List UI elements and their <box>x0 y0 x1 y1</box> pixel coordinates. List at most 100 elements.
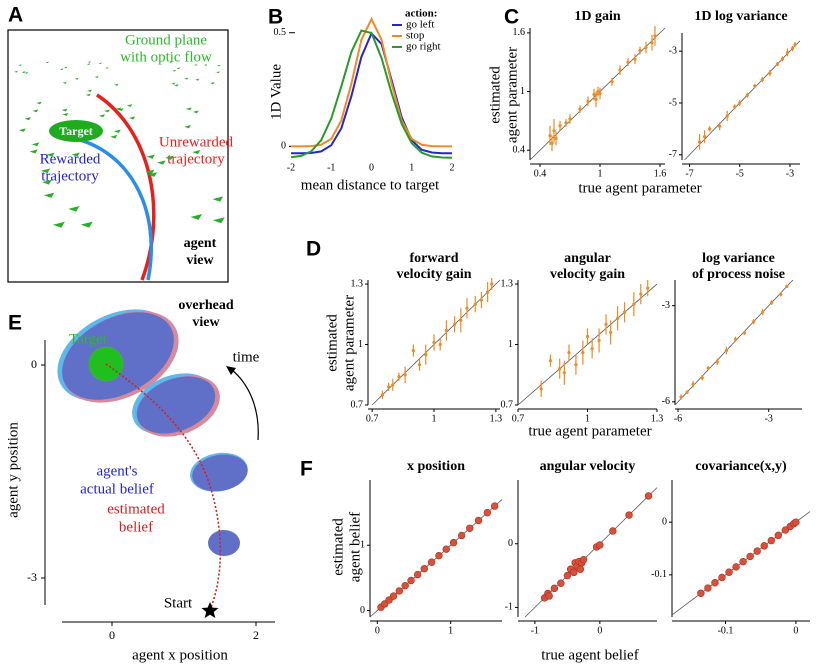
point <box>594 97 598 101</box>
panel-label: D <box>306 238 321 261</box>
point <box>586 99 590 103</box>
panel-label: B <box>268 6 283 29</box>
point <box>568 117 572 121</box>
point <box>554 136 558 141</box>
y-tick-label: -7 <box>669 149 677 160</box>
point <box>597 338 601 343</box>
point <box>567 350 571 355</box>
point <box>622 310 627 314</box>
point <box>411 348 415 353</box>
y-tick-label: 1 <box>520 86 525 97</box>
belief-ellipse <box>190 452 248 492</box>
point <box>697 589 705 597</box>
point <box>449 538 458 547</box>
x-tick-label: 0.4 <box>534 168 547 179</box>
point <box>638 48 642 53</box>
point <box>706 366 710 370</box>
flow-mark <box>216 71 220 74</box>
point <box>711 579 719 587</box>
point <box>604 322 608 326</box>
view-label: view <box>192 315 220 330</box>
flow-mark <box>172 69 177 72</box>
flow-mark <box>87 61 91 63</box>
point <box>753 547 761 555</box>
flow-mark <box>85 93 91 97</box>
point <box>420 565 428 573</box>
x-tick-label: -7 <box>685 168 693 179</box>
unrewarded-label: Unrewarded <box>159 134 234 150</box>
point <box>774 531 783 540</box>
point <box>639 292 643 296</box>
target <box>49 120 103 142</box>
point <box>417 363 422 367</box>
x-tick-label: 1 <box>585 413 590 424</box>
flow-mark <box>98 62 102 65</box>
point <box>550 584 559 593</box>
panel-label: A <box>8 4 23 27</box>
point <box>558 124 562 128</box>
flow-mark <box>24 117 31 121</box>
point <box>653 34 657 38</box>
flow-mark <box>18 128 26 132</box>
view-frame <box>7 29 229 283</box>
y-axis-label: agent parameter <box>504 47 520 143</box>
point <box>466 524 474 532</box>
point <box>632 302 636 306</box>
x-tick-label: -5 <box>736 168 744 179</box>
legend-label: stop <box>406 30 425 42</box>
chart-title: velocity gain <box>550 267 625 282</box>
flow-mark <box>36 101 42 105</box>
chart-title: x position <box>407 459 465 474</box>
chart-title: angular velocity <box>540 459 636 474</box>
chart-title: angular <box>564 251 611 266</box>
point <box>679 395 683 399</box>
point <box>618 68 622 72</box>
rewarded-path <box>61 134 153 281</box>
point <box>539 387 543 391</box>
flow-mark <box>52 221 65 228</box>
flow-mark <box>128 116 136 120</box>
point <box>697 140 702 144</box>
flow-mark <box>184 77 189 80</box>
flow-mark <box>43 192 55 198</box>
point <box>725 114 729 118</box>
point <box>578 107 582 111</box>
flow-mark <box>45 61 49 64</box>
point <box>702 135 707 139</box>
x-tick-label: 0 <box>793 625 798 636</box>
point <box>708 127 712 131</box>
point <box>380 393 385 397</box>
flow-mark <box>32 109 39 113</box>
point <box>473 302 477 306</box>
point <box>746 552 754 561</box>
estimated-label: belief <box>119 519 153 535</box>
flow-mark <box>41 168 51 174</box>
point <box>438 342 442 347</box>
point <box>590 346 594 351</box>
flow-mark <box>24 71 28 74</box>
flow-mark <box>212 217 225 224</box>
point <box>725 568 733 576</box>
time-arrowhead <box>226 366 236 375</box>
x-tick-label: -1 <box>327 162 335 173</box>
point <box>585 334 590 339</box>
actual-label: actual belief <box>80 481 154 497</box>
point <box>742 331 747 335</box>
x-tick-label: 2 <box>449 162 454 173</box>
point <box>609 527 617 535</box>
y-tick-label: 0 <box>360 605 365 616</box>
y-tick-label: 1.3 <box>351 278 364 289</box>
point <box>718 124 722 128</box>
rewarded-label: Rewarded <box>40 151 101 167</box>
flow-mark <box>110 134 118 139</box>
x-tick-label: 2 <box>253 628 259 642</box>
x-tick-label: -0.1 <box>718 625 734 636</box>
flow-mark <box>61 108 68 112</box>
point <box>579 555 588 564</box>
point <box>739 557 747 566</box>
point <box>552 129 556 133</box>
point <box>626 60 630 64</box>
flow-mark <box>195 78 200 81</box>
estimated-path <box>105 363 222 611</box>
x-axis-label: true agent parameter <box>528 423 651 439</box>
